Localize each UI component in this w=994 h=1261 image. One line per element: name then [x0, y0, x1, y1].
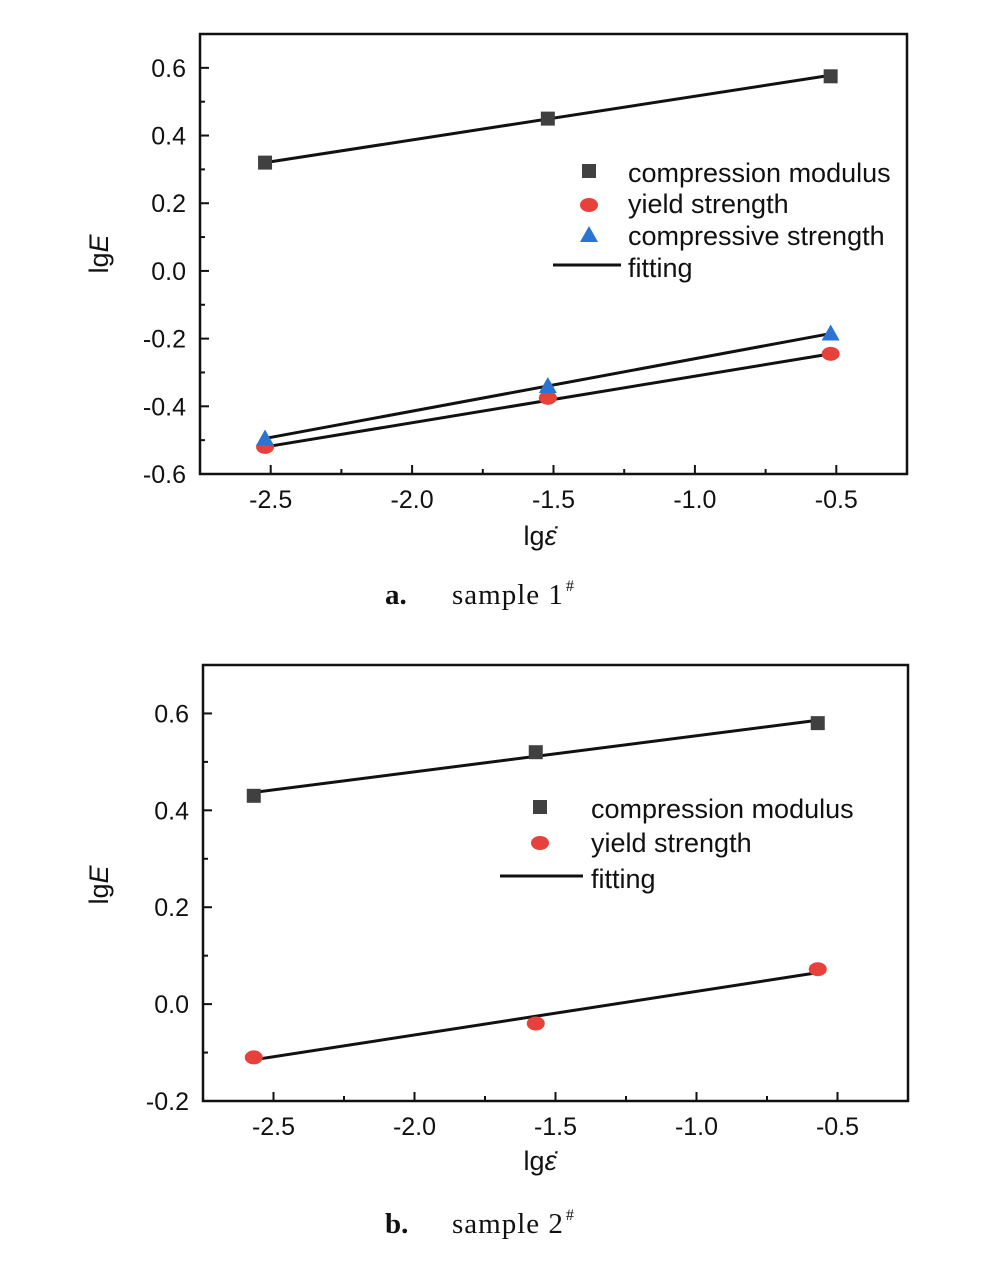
x-tick-label: -2.5	[252, 1113, 295, 1141]
legend-marker-circle	[580, 198, 598, 212]
data-point-triangle	[538, 377, 557, 393]
data-point-square	[246, 788, 261, 803]
legend-marker-circle	[531, 836, 549, 850]
legend-marker-square	[582, 164, 596, 178]
plot-frame	[201, 663, 910, 1103]
data-point-circle	[808, 962, 827, 977]
y-tick-label: -0.6	[143, 461, 186, 489]
y-tick-label: 0.0	[154, 991, 189, 1019]
caption-a: a. sample 1 #	[385, 578, 575, 611]
y-tick-label: -0.4	[143, 393, 186, 421]
data-point-circle	[538, 390, 557, 405]
x-tick-label: -1.0	[675, 1113, 718, 1141]
axis-ticks: -2.5 -2.0 -1.5 -1.0 -0.5 -0.6 -0.4 -0.2 0.0 0.2 0.…	[143, 55, 858, 514]
data-point-square	[528, 745, 543, 760]
y-tick-label: 0.0	[151, 258, 186, 286]
legend-label: fitting	[591, 864, 656, 894]
axis-ticks: -2.5 -2.0 -1.5 -1.0 -0.5 -0.2 0.0 0.2 0.4 0.6	[146, 700, 859, 1141]
x-axis-title: lgε̇	[524, 1146, 559, 1176]
legend-marker-square	[533, 800, 547, 814]
y-tick-label: 0.4	[151, 123, 186, 151]
caption-text: sample 1 #	[452, 578, 575, 611]
caption-b: b. sample 2 #	[385, 1207, 575, 1240]
data-point-square	[810, 716, 825, 731]
y-axis-title: lgE	[84, 234, 114, 274]
data-point-circle	[244, 1050, 263, 1065]
fit-lines	[253, 718, 818, 1062]
y-axis-title: lgE	[84, 865, 114, 905]
x-axis-title: lgε̇	[524, 521, 559, 551]
data-point-square	[258, 155, 273, 170]
y-tick-label: 0.2	[151, 190, 186, 218]
caption-letter: b.	[385, 1208, 408, 1240]
x-tick-label: -0.5	[816, 1113, 859, 1141]
legend-label: fitting	[628, 253, 693, 283]
x-tick-label: -1.5	[534, 1113, 577, 1141]
data-point-square	[540, 111, 555, 126]
legend: compression modulus yield strength fitti…	[500, 794, 854, 894]
x-tick-label: -2.0	[391, 486, 434, 514]
legend-marker-triangle	[580, 226, 598, 242]
data-points	[256, 69, 840, 454]
y-tick-label: 0.6	[151, 55, 186, 83]
legend-label: compression modulus	[628, 158, 891, 188]
data-point-circle	[821, 346, 840, 361]
caption-text: sample 2 #	[452, 1207, 575, 1240]
x-tick-label: -2.5	[249, 486, 292, 514]
fit-line	[253, 971, 818, 1062]
x-tick-label: -1.5	[532, 486, 575, 514]
legend-label: yield strength	[591, 828, 752, 858]
x-tick-label: -1.0	[673, 486, 716, 514]
y-tick-label: 0.6	[154, 700, 189, 728]
legend: compression modulus yield strength compr…	[553, 158, 891, 283]
chart-panel-b: -2.5 -2.0 -1.5 -1.0 -0.5 -0.2 0.0 0.2 0.4 0.6 lgE…	[84, 663, 910, 1240]
caption-letter: a.	[385, 579, 407, 611]
data-point-square	[823, 69, 838, 84]
x-tick-label: -2.0	[393, 1113, 436, 1141]
y-tick-label: 0.4	[154, 797, 189, 825]
chart-panel-a: -2.5 -2.0 -1.5 -1.0 -0.5 -0.6 -0.4 -0.2 0.0 0.2 0.…	[84, 32, 909, 611]
plot-frame	[198, 32, 909, 476]
y-tick-label: -0.2	[146, 1088, 189, 1116]
legend-label: compressive strength	[628, 221, 885, 251]
data-point-triangle	[821, 324, 840, 341]
data-point-triangle	[256, 429, 275, 446]
legend-label: yield strength	[628, 189, 789, 219]
data-point-circle	[526, 1016, 545, 1031]
y-tick-label: 0.2	[154, 894, 189, 922]
data-points	[244, 716, 827, 1065]
x-tick-label: -0.5	[815, 486, 858, 514]
legend-label: compression modulus	[591, 794, 854, 824]
y-tick-label: -0.2	[143, 326, 186, 354]
